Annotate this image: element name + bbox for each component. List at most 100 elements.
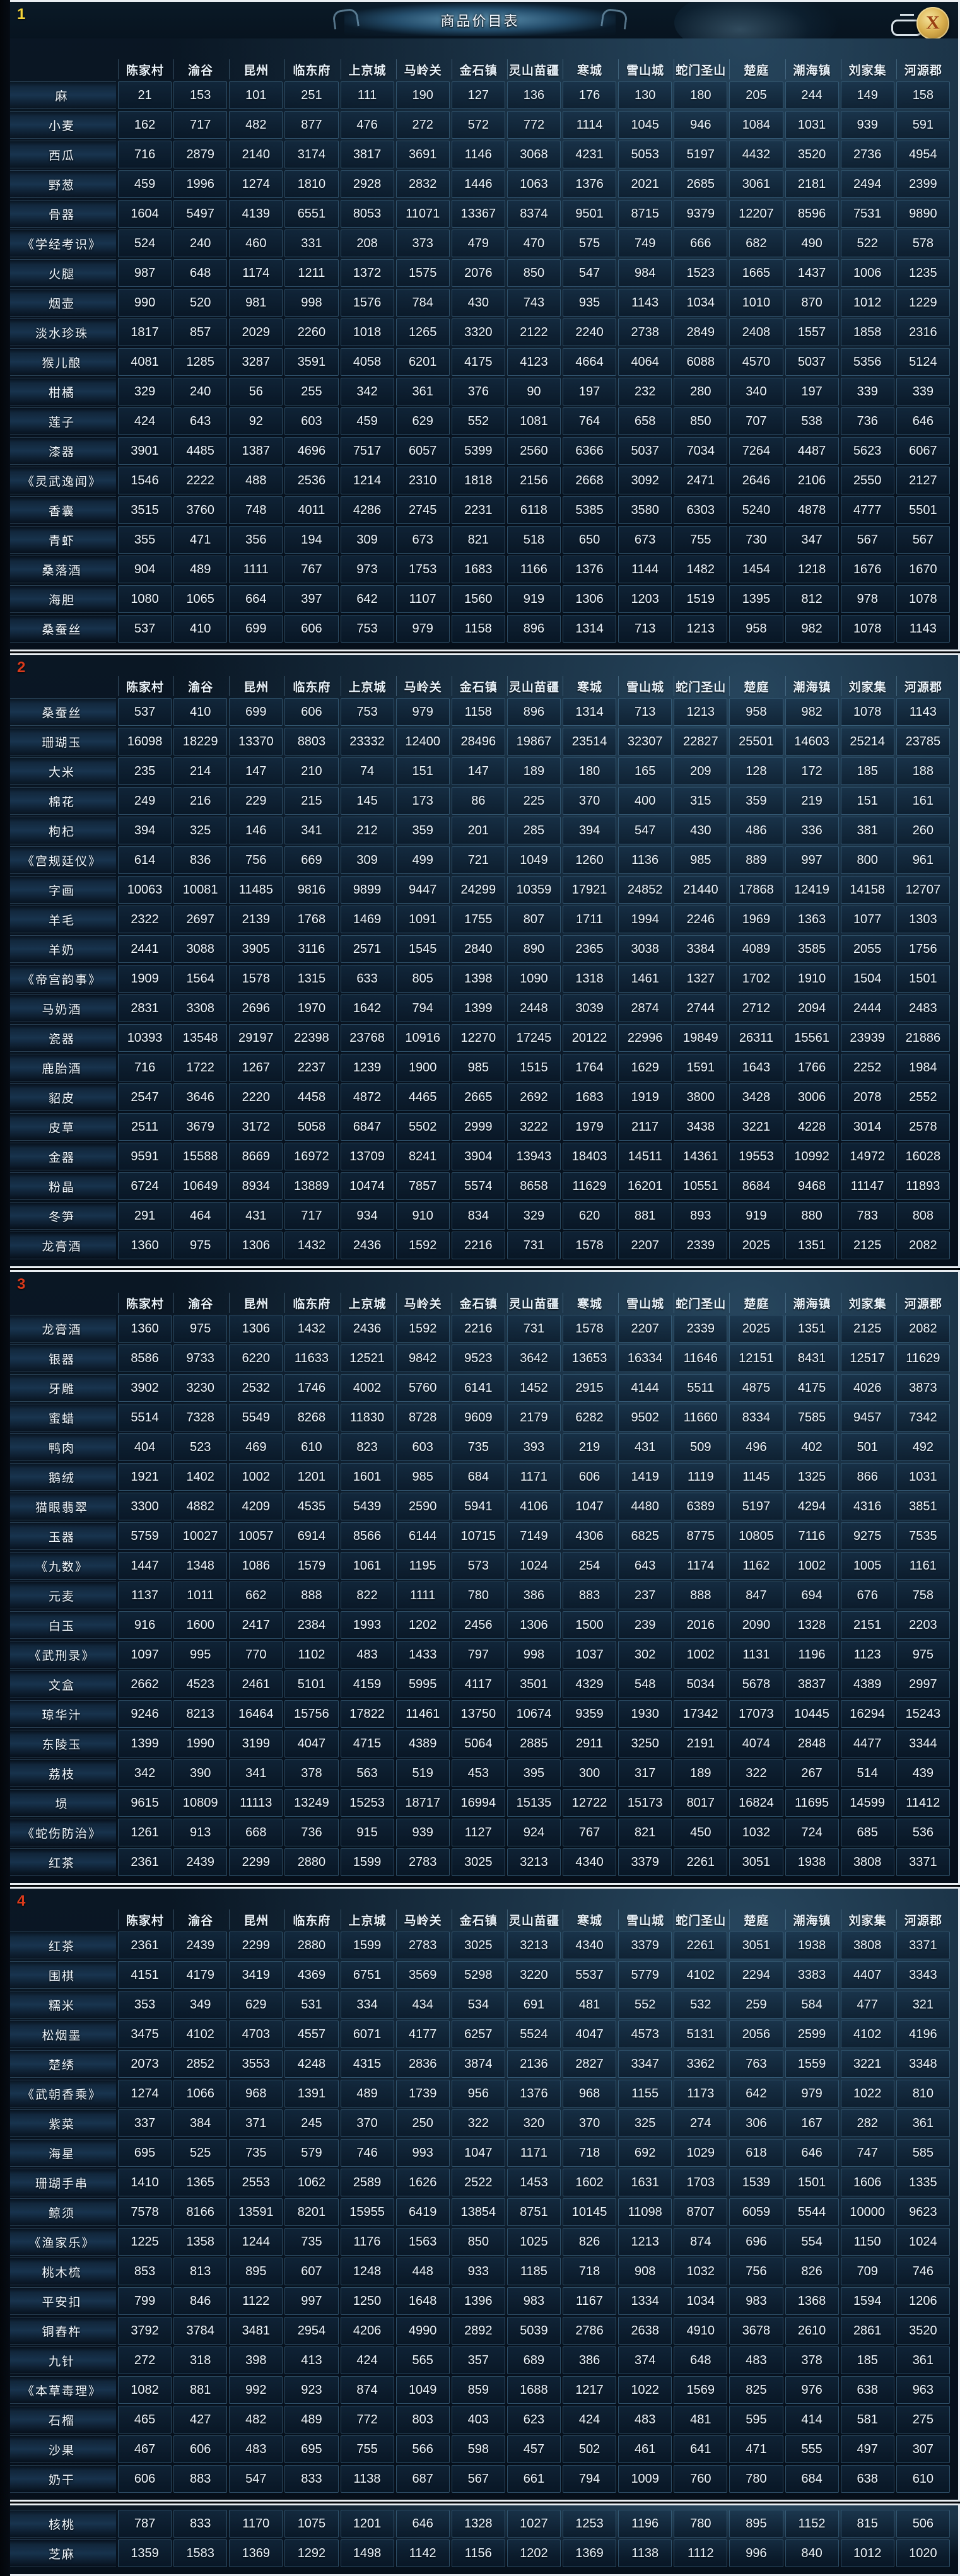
price-cell[interactable]: 1600 (173, 1611, 228, 1639)
price-cell[interactable]: 322 (729, 1759, 783, 1787)
table-row[interactable]: 芝麻 1359 1583 1369 1292 1498 1142 1156 1202 1369 11… (8, 2539, 950, 2567)
price-cell[interactable]: 13591 (229, 2198, 283, 2226)
row-header-goods[interactable]: 瓷器 (8, 1024, 116, 1052)
column-header-临东府[interactable]: 临东府 (284, 59, 338, 79)
price-cell[interactable]: 1012 (840, 289, 894, 317)
price-cell[interactable]: 306 (729, 2109, 783, 2137)
price-cell[interactable]: 470 (506, 230, 561, 257)
price-cell[interactable]: 919 (506, 585, 561, 613)
price-cell[interactable]: 983 (729, 2287, 783, 2315)
price-cell[interactable]: 2553 (229, 2169, 283, 2196)
column-header-金石镇[interactable]: 金石镇 (451, 59, 505, 79)
price-cell[interactable]: 9523 (451, 1344, 505, 1372)
price-cell[interactable]: 1461 (618, 965, 672, 993)
price-cell[interactable]: 850 (506, 259, 561, 287)
price-cell[interactable]: 883 (563, 1582, 617, 1609)
price-cell[interactable]: 1031 (785, 111, 839, 139)
price-cell[interactable]: 6059 (729, 2198, 783, 2226)
price-cell[interactable]: 2125 (840, 1232, 894, 1259)
price-cell[interactable]: 325 (173, 817, 228, 844)
price-cell[interactable]: 764 (563, 407, 617, 435)
price-cell[interactable]: 6282 (563, 1404, 617, 1431)
price-cell[interactable]: 1078 (896, 585, 950, 613)
price-cell[interactable]: 4117 (451, 1670, 505, 1698)
price-cell[interactable]: 695 (118, 2139, 172, 2167)
price-cell[interactable]: 1131 (729, 1641, 783, 1669)
price-cell[interactable]: 567 (840, 526, 894, 554)
price-cell[interactable]: 709 (840, 2258, 894, 2285)
price-cell[interactable]: 384 (173, 2109, 228, 2137)
row-header-goods[interactable]: 柑橘 (8, 378, 116, 405)
price-cell[interactable]: 2461 (229, 1670, 283, 1698)
price-cell[interactable]: 1161 (896, 1552, 950, 1580)
price-cell[interactable]: 4316 (840, 1493, 894, 1520)
price-cell[interactable]: 4315 (340, 2050, 394, 2078)
price-cell[interactable]: 1369 (229, 2539, 283, 2567)
price-cell[interactable]: 1626 (395, 2169, 450, 2196)
price-cell[interactable]: 699 (229, 615, 283, 643)
price-cell[interactable]: 3553 (229, 2050, 283, 2078)
price-cell[interactable]: 1203 (618, 585, 672, 613)
column-header-楚庭[interactable]: 楚庭 (729, 1909, 783, 1930)
column-header-潮海镇[interactable]: 潮海镇 (785, 1909, 839, 1930)
column-header-渝谷[interactable]: 渝谷 (173, 1909, 227, 1930)
price-cell[interactable]: 7585 (785, 1404, 839, 1431)
price-cell[interactable]: 2021 (618, 170, 672, 198)
price-cell[interactable]: 8566 (340, 1522, 394, 1550)
price-cell[interactable]: 1996 (173, 170, 228, 198)
price-cell[interactable]: 16994 (451, 1789, 505, 1817)
price-cell[interactable]: 6303 (674, 496, 728, 524)
price-cell[interactable]: 695 (284, 2435, 339, 2463)
price-cell[interactable]: 3481 (229, 2317, 283, 2345)
column-header-河源郡[interactable]: 河源郡 (896, 1293, 950, 1313)
price-cell[interactable]: 1138 (340, 2465, 394, 2493)
price-cell[interactable]: 8053 (340, 200, 394, 228)
column-header-潮海镇[interactable]: 潮海镇 (785, 676, 839, 696)
price-cell[interactable]: 691 (506, 1991, 561, 2019)
price-cell[interactable]: 151 (840, 787, 894, 815)
price-cell[interactable]: 260 (896, 817, 950, 844)
price-cell[interactable]: 424 (340, 2346, 394, 2374)
price-cell[interactable]: 1501 (896, 965, 950, 993)
row-header-goods[interactable]: 龙膏酒 (8, 1232, 116, 1259)
price-cell[interactable]: 4990 (395, 2317, 450, 2345)
price-cell[interactable]: 1285 (173, 348, 228, 376)
price-cell[interactable]: 1753 (395, 556, 450, 583)
table-row[interactable]: 火腿 987 648 1174 1211 1372 1575 2076 850 547 984 152… (8, 259, 950, 287)
price-cell[interactable]: 2578 (896, 1113, 950, 1141)
table-row[interactable]: 貂皮 2547 3646 2220 4458 4872 4465 2665 2692 1683 19… (8, 1083, 950, 1111)
price-cell[interactable]: 767 (284, 556, 339, 583)
column-header-陈家村[interactable]: 陈家村 (118, 1909, 172, 1930)
price-cell[interactable]: 10063 (118, 876, 172, 904)
price-cell[interactable]: 1592 (395, 1232, 450, 1259)
close-button[interactable]: X (916, 7, 949, 38)
price-cell[interactable]: 847 (729, 1582, 783, 1609)
row-header-goods[interactable]: 皮草 (8, 1113, 116, 1141)
price-cell[interactable]: 973 (340, 556, 394, 583)
price-cell[interactable]: 9359 (563, 1700, 617, 1728)
row-header-goods[interactable]: 珊瑚玉 (8, 728, 116, 755)
price-cell[interactable]: 2852 (173, 2050, 228, 2078)
table-row[interactable]: 粉晶 6724 10649 8934 13889 10474 7857 5574 8658 116… (8, 1172, 950, 1200)
price-cell[interactable]: 2294 (729, 1961, 783, 1989)
price-cell[interactable]: 17073 (729, 1700, 783, 1728)
price-cell[interactable]: 2522 (451, 2169, 505, 2196)
price-cell[interactable]: 1604 (118, 200, 172, 228)
price-cell[interactable]: 16294 (840, 1700, 894, 1728)
price-cell[interactable]: 21 (118, 81, 172, 109)
price-cell[interactable]: 1722 (173, 1054, 228, 1081)
price-cell[interactable]: 4175 (451, 348, 505, 376)
price-cell[interactable]: 1063 (506, 170, 561, 198)
price-cell[interactable]: 713 (618, 615, 672, 643)
price-cell[interactable]: 4123 (506, 348, 561, 376)
price-cell[interactable]: 1171 (506, 2139, 561, 2167)
price-cell[interactable]: 11412 (896, 1789, 950, 1817)
price-cell[interactable]: 5549 (229, 1404, 283, 1431)
price-cell[interactable]: 197 (785, 378, 839, 405)
price-cell[interactable]: 17245 (506, 1024, 561, 1052)
price-cell[interactable]: 895 (229, 2258, 283, 2285)
price-cell[interactable]: 2783 (395, 1932, 450, 1959)
price-cell[interactable]: 386 (506, 1582, 561, 1609)
price-cell[interactable]: 923 (284, 2376, 339, 2404)
row-header-goods[interactable]: 珊瑚手串 (8, 2169, 116, 2196)
